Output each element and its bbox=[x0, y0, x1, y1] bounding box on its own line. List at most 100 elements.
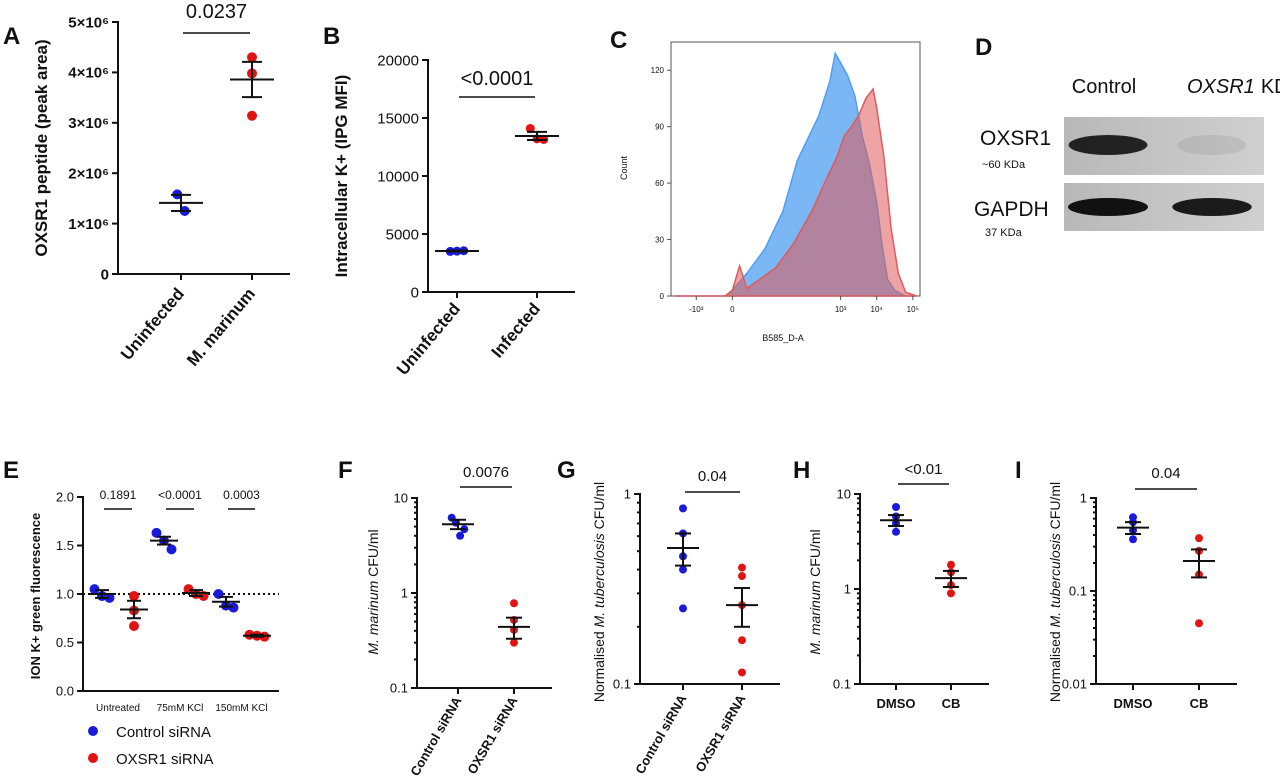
y-tick-label: 1 bbox=[624, 487, 631, 502]
y-tick-label: 5000 bbox=[386, 226, 419, 243]
panel-letter-e: E bbox=[3, 457, 19, 484]
data-point bbox=[151, 527, 162, 538]
p-value-label: <0.0001 bbox=[461, 68, 534, 90]
y-tick-label: 2×10⁶ bbox=[68, 165, 109, 182]
p-value-label: 0.0076 bbox=[463, 464, 509, 481]
y-tick-label: 90 bbox=[655, 123, 664, 132]
panel-letter-i: I bbox=[1015, 457, 1022, 484]
data-point bbox=[183, 584, 194, 595]
panel-e-ylabel: ION K+ green fluorescence bbox=[28, 513, 43, 680]
x-tick-label: 10³ bbox=[835, 305, 847, 314]
y-tick-label: 60 bbox=[655, 179, 664, 188]
data-point bbox=[679, 604, 687, 613]
y-tick-label: 30 bbox=[655, 236, 664, 245]
panel-i-plot: 0.01 0.1 1 DMSO CB 0.04 bbox=[1062, 465, 1237, 711]
y-tick-label: 1 bbox=[401, 586, 408, 601]
panel-c-ylabel: Count bbox=[619, 156, 629, 181]
panel-g-ylabel-organism: M. tuberculosis bbox=[591, 533, 607, 627]
panel-e: ION K+ green fluorescence 0.0 0.5 1.0 1.5 2.… bbox=[28, 488, 279, 768]
panel-c: Count B585_D-A 0 30 60 90 120 -10³ 0 10³ 10⁴ 10⁵ bbox=[619, 41, 921, 343]
data-point bbox=[129, 621, 139, 632]
data-point bbox=[892, 527, 900, 536]
blot-band-label-oxsr1: OXSR1 bbox=[980, 127, 1051, 150]
y-tick-label: 0.01 bbox=[1062, 677, 1087, 692]
panel-letter-h: H bbox=[793, 457, 810, 484]
y-tick-label: 0.1 bbox=[613, 677, 631, 692]
data-point bbox=[947, 589, 955, 598]
x-tick-label: Infected bbox=[488, 299, 544, 361]
y-tick-label: 0.1 bbox=[833, 677, 851, 692]
x-tick-label: M. marinum bbox=[183, 284, 259, 369]
blot-lane-control: Control bbox=[1072, 76, 1136, 98]
y-tick-label: 10 bbox=[394, 491, 408, 506]
blot-band bbox=[1068, 198, 1148, 216]
panel-i: Normalised M. tuberculosis CFU/ml 0.010.… bbox=[1047, 465, 1237, 711]
panel-i-ylabel-unit: CFU/ml bbox=[1047, 482, 1063, 533]
y-tick-label: 0.0 bbox=[56, 684, 74, 699]
y-tick-label: 10000 bbox=[377, 168, 419, 185]
x-tick-label: 150mM KCl bbox=[215, 703, 267, 714]
x-tick-label: -10³ bbox=[689, 305, 704, 314]
panel-f-ylabel: M. marinum CFU/ml bbox=[365, 529, 381, 654]
y-tick-label: 3×10⁶ bbox=[68, 115, 109, 132]
data-point bbox=[89, 584, 100, 595]
x-tick-label: 10⁵ bbox=[907, 305, 919, 314]
x-tick-label: Control siRNA bbox=[632, 691, 690, 776]
legend-marker-oxsr1 bbox=[88, 753, 98, 763]
y-tick-label: 0 bbox=[411, 284, 419, 301]
data-point bbox=[1129, 535, 1137, 544]
blot-lane-kd-gene: OXSR1 bbox=[1187, 76, 1255, 98]
panel-b: Intracellular K+ (IPG MFI) 0 5000 10000 150… bbox=[332, 52, 575, 379]
p-value-label: 0.1891 bbox=[100, 488, 137, 502]
y-tick-label: 0 bbox=[660, 292, 665, 301]
data-point bbox=[166, 544, 177, 555]
panel-c-plot: 0 30 60 90 120 -10³ 0 10³ 10⁴ 10⁵ bbox=[651, 41, 921, 314]
p-value-label: 0.04 bbox=[1151, 465, 1180, 482]
blot-band bbox=[1177, 135, 1247, 155]
data-point bbox=[510, 638, 518, 647]
blot-band-label-gapdh: GAPDH bbox=[974, 198, 1049, 221]
p-value-label: 0.0237 bbox=[186, 1, 247, 23]
panel-c-xlabel: B585_D-A bbox=[762, 333, 804, 343]
y-tick-label: 4×10⁶ bbox=[68, 65, 109, 82]
blot-lane-kd-label: OXSR1 KD bbox=[1187, 76, 1280, 98]
blot-lane-kd: KD bbox=[1261, 76, 1280, 98]
data-point bbox=[247, 52, 257, 63]
panel-f-ylabel-unit: CFU/ml bbox=[365, 529, 381, 580]
panel-letter-f: F bbox=[338, 457, 353, 484]
data-point bbox=[738, 572, 746, 581]
y-tick-label: 10 bbox=[837, 487, 851, 502]
x-tick-label: CB bbox=[942, 696, 961, 711]
panel-b-plot: 0 5000 10000 15000 20000 Uninfected Infected <0… bbox=[377, 52, 575, 379]
panel-letters: A B C D E F G H I bbox=[3, 23, 1022, 484]
panel-b-ylabel: Intracellular K+ (IPG MFI) bbox=[332, 75, 351, 278]
panel-letter-d: D bbox=[975, 34, 992, 61]
y-tick-label: 0.1 bbox=[1069, 584, 1087, 599]
x-tick-label: Untreated bbox=[96, 703, 140, 714]
data-point bbox=[510, 599, 518, 608]
legend-marker-control bbox=[88, 726, 98, 736]
x-tick-label: Uninfected bbox=[393, 299, 464, 379]
data-point bbox=[679, 565, 687, 574]
panel-letter-c: C bbox=[610, 27, 627, 54]
panel-i-ylabel-prefix: Normalised bbox=[1047, 627, 1063, 702]
data-point bbox=[1195, 619, 1203, 628]
data-point bbox=[525, 123, 535, 133]
panel-h-ylabel-unit: CFU/ml bbox=[807, 529, 823, 580]
y-tick-label: 2.0 bbox=[56, 490, 74, 505]
panel-a: OXSR1 peptide (peak area) 0 1×10⁶ 2×10⁶ 3×1… bbox=[32, 1, 290, 370]
panel-g-ylabel-prefix: Normalised bbox=[591, 627, 607, 702]
panel-letter-g: G bbox=[557, 457, 576, 484]
data-point bbox=[456, 531, 465, 540]
blot-band-size-oxsr1: ~60 KDa bbox=[982, 159, 1026, 171]
panel-g: Normalised M. tuberculosis CFU/ml 0.1 1 Co… bbox=[591, 468, 780, 776]
panel-f-ylabel-organism: M. marinum bbox=[365, 580, 381, 654]
p-value-label: 0.04 bbox=[698, 468, 727, 485]
blot-band bbox=[1172, 198, 1252, 216]
y-tick-label: 0.1 bbox=[390, 681, 408, 696]
y-tick-label: 1 bbox=[844, 582, 851, 597]
panel-a-ylabel: OXSR1 peptide (peak area) bbox=[32, 39, 51, 256]
panel-g-ylabel-unit: CFU/ml bbox=[591, 482, 607, 533]
p-value-label: <0.01 bbox=[905, 461, 943, 478]
